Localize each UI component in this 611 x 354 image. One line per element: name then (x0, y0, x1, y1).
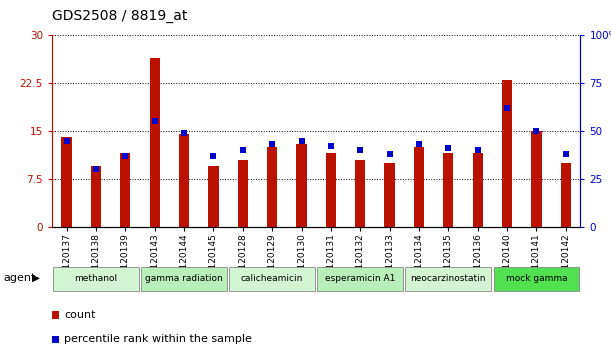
Point (296, 138, 306, 143)
FancyBboxPatch shape (141, 267, 227, 291)
Point (326, 143, 336, 149)
Point (208, 153, 218, 159)
Text: count: count (64, 310, 96, 320)
Text: agent: agent (3, 273, 35, 283)
Bar (296, 144, 307, 227)
Bar (443, 153, 453, 227)
Text: esperamicin A1: esperamicin A1 (325, 274, 395, 283)
Bar (120, 153, 131, 227)
Bar (179, 134, 189, 227)
FancyBboxPatch shape (317, 267, 403, 291)
Point (267, 142, 277, 147)
Bar (472, 153, 483, 227)
Point (444, 145, 453, 151)
Text: gamma radiation: gamma radiation (145, 274, 223, 283)
Bar (384, 163, 395, 227)
Bar (150, 58, 160, 227)
FancyBboxPatch shape (229, 267, 315, 291)
Bar (532, 131, 541, 227)
Text: GDS2508 / 8819_at: GDS2508 / 8819_at (52, 9, 188, 23)
Point (120, 153, 130, 159)
Bar (355, 160, 365, 227)
Bar (62, 137, 71, 227)
Point (502, 105, 512, 111)
Point (473, 147, 483, 153)
Point (356, 147, 365, 153)
Bar (267, 147, 277, 227)
Point (414, 142, 424, 147)
Bar (502, 80, 512, 227)
Point (385, 151, 395, 157)
Text: methanol: methanol (75, 274, 117, 283)
Text: ▶: ▶ (32, 273, 40, 283)
Bar (208, 166, 219, 227)
FancyBboxPatch shape (406, 267, 491, 291)
Text: percentile rank within the sample: percentile rank within the sample (64, 335, 252, 344)
Text: calicheamicin: calicheamicin (241, 274, 303, 283)
Point (238, 147, 247, 153)
Text: neocarzinostatin: neocarzinostatin (411, 274, 486, 283)
FancyBboxPatch shape (494, 267, 579, 291)
Point (561, 151, 571, 157)
FancyBboxPatch shape (53, 267, 139, 291)
Bar (238, 160, 248, 227)
Bar (91, 166, 101, 227)
Point (62, 138, 71, 143)
Point (91, 166, 101, 172)
Point (532, 128, 541, 134)
Bar (561, 163, 571, 227)
Text: mock gamma: mock gamma (505, 274, 567, 283)
Bar (326, 153, 336, 227)
Point (179, 130, 189, 136)
Bar (414, 147, 424, 227)
Point (150, 119, 159, 124)
